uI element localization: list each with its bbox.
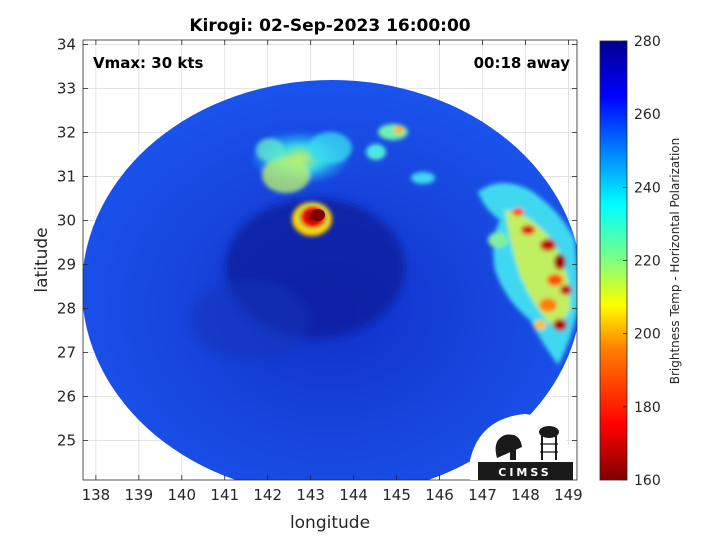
y-tick-label: 32 [57, 123, 76, 141]
x-tick-label: 138 [82, 486, 111, 504]
x-tick-label: 146 [425, 486, 454, 504]
x-axis-ticks: 138 139 140 141 142 143 144 145 146 147 148 149 [82, 40, 583, 504]
x-tick-label: 144 [339, 486, 368, 504]
cimss-logo: CIMSS [470, 414, 573, 480]
x-tick-label: 140 [167, 486, 196, 504]
y-tick-label: 31 [57, 167, 76, 185]
plot-frame [82, 39, 578, 481]
colorbar-tick-label: 200 [634, 327, 661, 343]
y-tick-label: 27 [57, 343, 76, 361]
colorbar: 160 180 200 220 240 260 280 Brightness Temp - … [599, 34, 682, 489]
rainband-east [478, 183, 577, 365]
y-tick-label: 28 [57, 299, 76, 317]
logo-text: CIMSS [498, 466, 551, 479]
y-tick-label: 25 [57, 431, 76, 449]
time-away-annotation: 00:18 away [474, 54, 571, 72]
x-tick-label: 145 [382, 486, 411, 504]
y-axis-ticks: 25 26 27 28 29 30 31 32 33 34 [57, 35, 577, 449]
colorbar-gradient [599, 40, 628, 481]
dark-band [190, 280, 310, 360]
plot-area: 138 139 140 141 142 143 144 145 146 147 148 149 252… [32, 35, 583, 533]
x-tick-label: 149 [554, 486, 583, 504]
x-tick-label: 141 [210, 486, 239, 504]
radar-dish-icon [495, 434, 522, 458]
y-axis-label: latitude [32, 227, 52, 292]
colorbar-tick-label: 220 [634, 254, 661, 270]
convective-cells-northeast [366, 124, 435, 184]
colorbar-tick-label: 240 [634, 180, 661, 196]
x-tick-label: 143 [296, 486, 325, 504]
chart-title: Kirogi: 02-Sep-2023 16:00:00 [189, 16, 470, 36]
deep-convection-core [292, 202, 332, 236]
x-tick-label: 148 [511, 486, 540, 504]
y-tick-label: 26 [57, 387, 76, 405]
colorbar-ticks: 160 180 200 220 240 260 280 [623, 34, 661, 489]
colorbar-tick-label: 180 [634, 400, 661, 416]
x-axis-label: longitude [290, 513, 370, 533]
convective-cloud-north [252, 132, 352, 193]
y-tick-label: 30 [57, 211, 76, 229]
vmax-annotation: Vmax: 30 kts [93, 54, 203, 72]
x-tick-label: 142 [253, 486, 282, 504]
satellite-swath [83, 80, 577, 480]
colorbar-tick-label: 160 [634, 473, 661, 489]
y-tick-label: 33 [57, 79, 76, 97]
y-tick-label: 34 [57, 35, 76, 53]
colorbar-tick-label: 260 [634, 107, 661, 123]
colorbar-label: Brightness Temp - Horizontal Polarizatio… [668, 138, 682, 385]
water-tower-icon [539, 426, 559, 438]
x-tick-label: 139 [125, 486, 154, 504]
y-tick-label: 29 [57, 255, 76, 273]
x-tick-label: 147 [468, 486, 497, 504]
colorbar-tick-label: 280 [634, 34, 661, 50]
